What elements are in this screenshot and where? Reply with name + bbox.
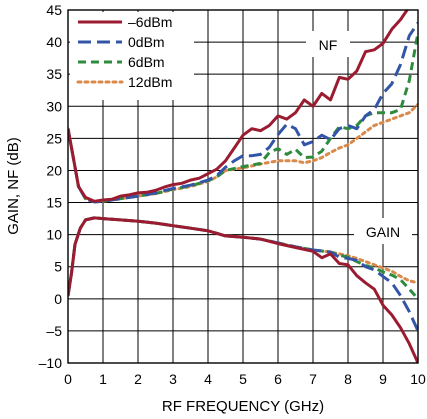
y-tick-label: 25 xyxy=(46,130,62,146)
y-tick-label: 0 xyxy=(54,291,62,307)
x-tick-label: 4 xyxy=(204,371,212,387)
y-tick-label: 45 xyxy=(46,2,62,18)
y-tick-label: 40 xyxy=(46,34,62,50)
plot-frame xyxy=(67,9,419,364)
y-tick-label: –10 xyxy=(39,355,63,371)
x-tick-label: 2 xyxy=(134,371,142,387)
series-nf-line-0dbm xyxy=(68,21,418,204)
y-tick-label: –5 xyxy=(46,323,62,339)
legend-label: –6dBm xyxy=(128,14,172,30)
y-tick-label: 20 xyxy=(46,162,62,178)
legend: –6dBm 0dBm 6dBm 12dBm xyxy=(70,12,194,100)
y-tick-label: 5 xyxy=(54,259,62,275)
series-gain-line-6dbm xyxy=(68,216,418,363)
gain-annotation-box xyxy=(354,218,412,244)
x-tick-label: 6 xyxy=(274,371,282,387)
x-tick-label: 9 xyxy=(379,371,387,387)
y-tick-label: 35 xyxy=(46,66,62,82)
legend-label: 6dBm xyxy=(128,54,165,70)
y-tick-label: 10 xyxy=(46,227,62,243)
y-axis-title: GAIN, NF (dB) xyxy=(5,137,22,235)
nf-annotation-box xyxy=(306,31,350,57)
nf-annotation: NF xyxy=(319,37,338,53)
x-tick-label: 7 xyxy=(309,371,317,387)
y-tick-label: 15 xyxy=(46,195,62,211)
x-tick-label: 8 xyxy=(344,371,352,387)
legend-label: 12dBm xyxy=(128,74,172,90)
x-tick-label: 5 xyxy=(239,371,247,387)
x-tick-label: 1 xyxy=(99,371,107,387)
series-nf-line-6dbm xyxy=(68,10,409,203)
series-lines xyxy=(68,10,418,363)
x-tick-label: 10 xyxy=(410,371,426,387)
y-tick-label: 30 xyxy=(46,98,62,114)
x-tick-label: 0 xyxy=(64,371,72,387)
x-tick-label: 3 xyxy=(169,371,177,387)
legend-label: 0dBm xyxy=(128,34,165,50)
legend-box xyxy=(70,12,194,100)
x-axis-title: RF FREQUENCY (GHz) xyxy=(162,398,324,415)
gain-annotation: GAIN xyxy=(366,224,400,240)
